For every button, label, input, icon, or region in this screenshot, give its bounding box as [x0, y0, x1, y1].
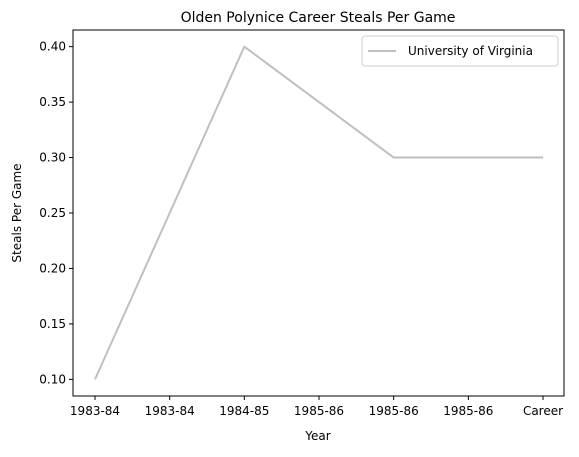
plot-area [94, 45, 543, 380]
series-line-0 [94, 45, 543, 380]
legend-box [361, 35, 559, 67]
x-axis-label: Year [304, 429, 330, 443]
x-tick-label: 1985-86 [369, 404, 419, 418]
y-tick-label: 0.40 [39, 40, 66, 54]
y-tick-label: 0.20 [39, 261, 66, 275]
legend: University of Virginia [361, 35, 559, 67]
x-tick-label: 1985-86 [294, 404, 344, 418]
y-axis: 0.10 0.15 0.20 0.25 0.30 0.35 0.40 [39, 40, 73, 386]
x-tick-label: 1983-84 [70, 404, 120, 418]
x-axis: 1983-84 1983-84 1984-85 1985-86 1985-86 1985-… [70, 396, 563, 418]
y-tick-label: 0.30 [39, 151, 66, 165]
x-tick-label: 1983-84 [145, 404, 195, 418]
x-tick-label: Career [523, 404, 563, 418]
y-tick-label: 0.10 [39, 372, 66, 386]
y-tick-label: 0.25 [39, 206, 66, 220]
y-tick-label: 0.35 [39, 95, 66, 109]
x-tick-label: 1984-85 [219, 404, 269, 418]
y-tick-label: 0.15 [39, 317, 66, 331]
y-axis-label: Steals Per Game [10, 163, 24, 262]
x-tick-label: 1985-86 [443, 404, 493, 418]
legend-label: University of Virginia [408, 44, 533, 58]
chart-title: Olden Polynice Career Steals Per Game [181, 10, 456, 26]
